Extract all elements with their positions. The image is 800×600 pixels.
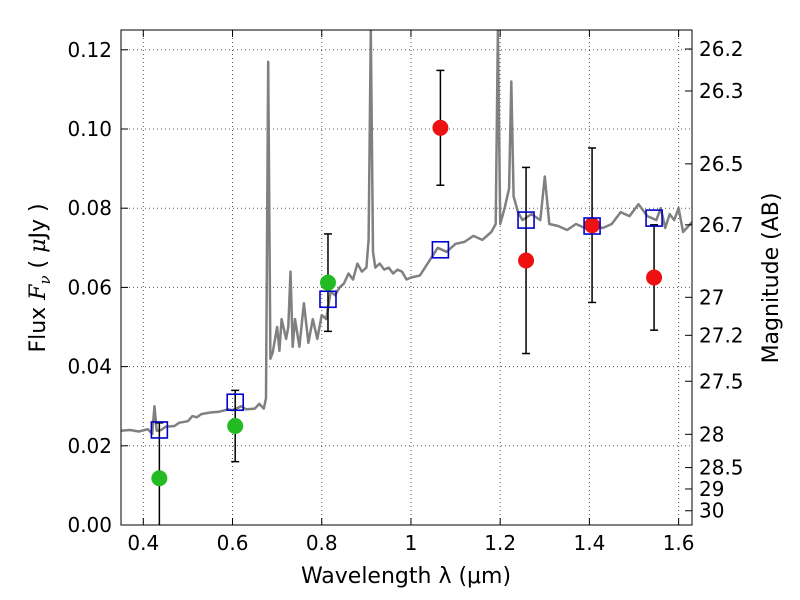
photometry-points xyxy=(150,69,663,525)
y2-tick-label: 30 xyxy=(699,499,724,523)
model-square-marker xyxy=(517,211,535,229)
x-tick-label: 0.8 xyxy=(306,531,338,555)
green-data-point xyxy=(227,418,244,434)
green-data-point xyxy=(151,470,168,487)
x-tick-label: 1.6 xyxy=(663,531,695,555)
red-data-point xyxy=(432,119,449,136)
model-square-marker xyxy=(645,209,663,227)
y-tick-label: 0.12 xyxy=(67,38,112,62)
y2-tick-label: 26.2 xyxy=(699,37,744,61)
red-data-point xyxy=(646,269,663,286)
model-square-marker xyxy=(583,217,601,235)
x-axis: 0.4 0.6 0.8 1 1.2 1.4 1.6 xyxy=(127,30,695,555)
y-tick-label: 0.08 xyxy=(67,196,112,220)
y-tick-label: 0.04 xyxy=(67,355,112,379)
model-spectrum xyxy=(121,30,692,436)
green-data-point xyxy=(319,274,336,291)
y-axis: 0.00 0.02 0.04 0.06 0.08 0.10 0.12 xyxy=(67,38,128,537)
plot-frame xyxy=(120,29,693,526)
y2-tick-label: 26.5 xyxy=(699,152,744,176)
y2-axis-label: Magnitude (AB) xyxy=(759,193,784,364)
plot-area xyxy=(121,30,692,525)
x-tick-label: 0.4 xyxy=(127,531,159,555)
y-tick-label: 0.06 xyxy=(67,275,112,299)
y-tick-label: 0.00 xyxy=(67,513,112,537)
model-square-marker xyxy=(226,393,244,412)
x-tick-label: 1.2 xyxy=(484,531,516,555)
x-tick-label: 0.6 xyxy=(217,531,249,555)
red-data-point xyxy=(584,217,601,234)
y2-tick-label: 28 xyxy=(699,422,724,446)
y2-tick-label: 27.2 xyxy=(699,323,744,347)
y2-tick-label: 28.5 xyxy=(699,456,744,480)
y2-tick-label: 27.5 xyxy=(699,369,744,393)
y2-tick-label: 26.7 xyxy=(699,213,744,237)
y2-tick-label: 26.3 xyxy=(699,79,744,103)
x-tick-label: 1 xyxy=(405,531,418,555)
red-data-point xyxy=(518,252,535,269)
y-tick-label: 0.10 xyxy=(67,117,112,141)
x-axis-label: Wavelength λ (μm) xyxy=(301,564,511,589)
y-axis-label: Flux Fν ( μJy ) xyxy=(26,203,54,352)
y-tick-label: 0.02 xyxy=(67,434,112,458)
y2-tick-label: 27 xyxy=(699,285,724,309)
model-square-marker xyxy=(319,290,337,309)
y2-tick-label: 29 xyxy=(699,477,724,501)
model-spectrum-line xyxy=(121,30,692,436)
model-square-marker xyxy=(150,421,169,439)
model-square-marker xyxy=(431,240,450,259)
grid xyxy=(121,30,692,526)
x-tick-label: 1.4 xyxy=(573,531,605,555)
